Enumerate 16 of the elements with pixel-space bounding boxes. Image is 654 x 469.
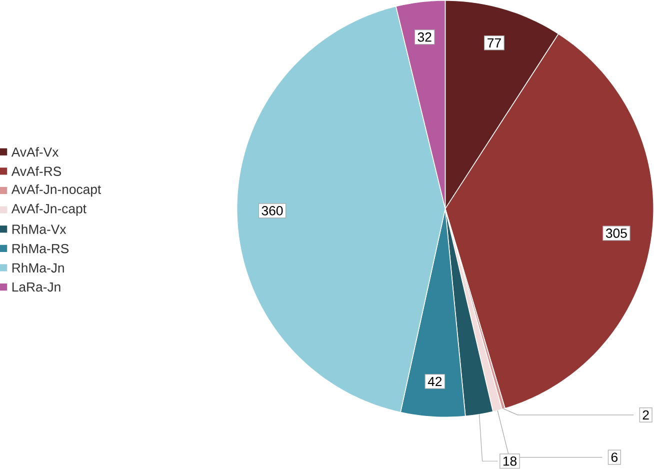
- legend-label: RhMa-Jn: [12, 263, 64, 273]
- data-label: 305: [606, 228, 627, 238]
- data-label: 18: [503, 456, 517, 466]
- legend-label: AvAf-Jn-capt: [11, 204, 86, 216]
- legend-label: RhMa-RS: [12, 244, 69, 254]
- legend-label: AvAf-RS: [11, 166, 62, 176]
- data-label: 77: [488, 38, 501, 48]
- legend-label: AvAf-Vx: [11, 147, 59, 157]
- legend-label: AvAf-Jn-nocapt: [11, 184, 102, 197]
- legend-label: RhMa-Vx: [12, 224, 66, 234]
- data-label: 42: [428, 377, 442, 386]
- data-label: 360: [262, 206, 283, 216]
- data-label: 32: [418, 32, 432, 42]
- data-label: 6: [611, 452, 618, 462]
- legend-label: LaRa-Jn: [12, 282, 60, 292]
- data-label: 2: [642, 410, 649, 420]
